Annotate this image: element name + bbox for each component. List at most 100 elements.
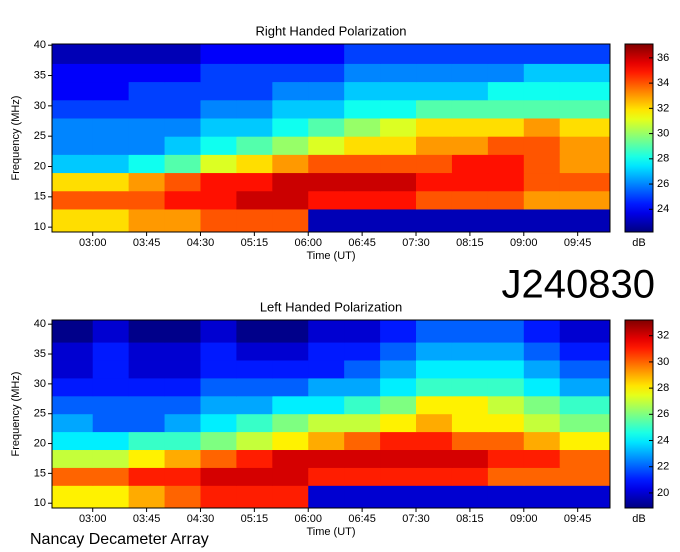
heatmap-cell xyxy=(380,136,417,155)
heatmap-cell xyxy=(52,81,94,101)
heatmap-cell xyxy=(380,172,417,192)
y-tick-label: 15 xyxy=(34,467,46,479)
heatmap-cell xyxy=(380,359,417,379)
heatmap-cell xyxy=(416,467,453,486)
heatmap-cell xyxy=(200,449,237,468)
heatmap-cell xyxy=(380,413,417,433)
heatmap-cell xyxy=(200,342,237,361)
y-tick-label: 25 xyxy=(34,130,46,142)
heatmap-cell xyxy=(559,377,611,397)
heatmap-cell xyxy=(344,172,381,192)
heatmap-cell xyxy=(128,342,166,361)
heatmap-cell xyxy=(523,136,561,155)
x-tick-label: 03:00 xyxy=(79,513,107,525)
x-tick-label: 04:30 xyxy=(187,513,215,525)
heatmap-cell xyxy=(487,117,525,137)
heatmap-cell xyxy=(92,117,130,137)
heatmap-cell xyxy=(92,172,130,192)
heatmap-cell xyxy=(523,449,561,468)
heatmap-cell xyxy=(164,377,201,397)
heatmap-cell xyxy=(236,208,273,233)
heatmap-cell xyxy=(92,190,130,210)
heatmap-cell xyxy=(523,467,561,486)
heatmap-cell xyxy=(451,99,489,119)
heatmap-cell xyxy=(272,81,309,101)
heatmap-cell xyxy=(487,395,525,415)
y-tick-label: 30 xyxy=(34,378,46,390)
heatmap-cell xyxy=(308,63,345,83)
heatmap-cell xyxy=(164,449,201,468)
heatmap-cell xyxy=(200,99,237,119)
heatmap-cell xyxy=(164,44,201,64)
heatmap-cell xyxy=(308,359,345,379)
heatmap-cell xyxy=(487,81,525,101)
heatmap-cell xyxy=(487,467,525,486)
heatmap-cell xyxy=(487,136,525,155)
heatmap-cell xyxy=(52,136,94,155)
heatmap-cell xyxy=(559,467,611,486)
heatmap-cell xyxy=(416,485,453,509)
heatmap-cell xyxy=(451,449,489,468)
heatmap-cell xyxy=(92,359,130,379)
heatmap-cell xyxy=(272,342,309,361)
heatmap-cell xyxy=(451,63,489,83)
heatmap-cell xyxy=(451,44,489,64)
x-tick-label: 08:15 xyxy=(456,513,484,525)
heatmap-cell xyxy=(451,467,489,486)
heatmap-cell xyxy=(451,320,489,343)
heatmap-cell xyxy=(128,81,166,101)
heatmap-cell xyxy=(236,99,273,119)
heatmap-cell xyxy=(523,342,561,361)
y-tick-label: 10 xyxy=(34,497,46,509)
heatmap-cell xyxy=(164,136,201,155)
heatmap-cell xyxy=(164,395,201,415)
y-tick-label: 20 xyxy=(34,160,46,172)
colorbar-tick-label: 24 xyxy=(657,203,669,215)
heatmap-cell xyxy=(416,413,453,433)
heatmap-cell xyxy=(344,81,381,101)
colorbar-tick-label: 28 xyxy=(657,153,669,165)
heatmap-cell xyxy=(523,172,561,192)
y-axis-label: Frequency (MHz) xyxy=(10,372,22,457)
heatmap-cell xyxy=(92,81,130,101)
heatmap-cell xyxy=(344,359,381,379)
heatmap-cell xyxy=(487,320,525,343)
x-tick-label: 06:45 xyxy=(348,513,376,525)
heatmap-cell xyxy=(344,154,381,174)
heatmap-cell xyxy=(164,208,201,233)
heatmap-cell xyxy=(200,63,237,83)
heatmap-cell xyxy=(52,117,94,137)
heatmap-cell xyxy=(164,467,201,486)
heatmap-cell xyxy=(272,359,309,379)
heatmap-cell xyxy=(128,449,166,468)
chart-title: Left Handed Polarization xyxy=(260,299,402,314)
heatmap-cell xyxy=(164,81,201,101)
x-tick-label: 05:15 xyxy=(241,237,269,249)
heatmap-cell xyxy=(380,99,417,119)
heatmap-cell xyxy=(451,431,489,451)
heatmap-cell xyxy=(559,413,611,433)
colorbar-tick-label: 22 xyxy=(657,461,669,473)
heatmap-cell xyxy=(559,208,611,233)
heatmap-cell xyxy=(416,44,453,64)
heatmap-cell xyxy=(128,320,166,343)
heatmap-cell xyxy=(272,117,309,137)
heatmap-cell xyxy=(128,413,166,433)
heatmap-cell xyxy=(380,320,417,343)
heatmap-cell xyxy=(344,342,381,361)
heatmap-cell xyxy=(344,377,381,397)
x-tick-label: 03:00 xyxy=(79,237,107,249)
heatmap-cell xyxy=(164,320,201,343)
heatmap-cell xyxy=(92,99,130,119)
colorbar-tick-label: 32 xyxy=(657,102,669,114)
heatmap-cell xyxy=(451,377,489,397)
heatmap-cell xyxy=(487,377,525,397)
heatmap-cell xyxy=(559,154,611,174)
y-tick-label: 30 xyxy=(34,100,46,112)
heatmap-cell xyxy=(344,136,381,155)
heatmap-cell xyxy=(344,431,381,451)
heatmap-cell xyxy=(52,154,94,174)
heatmap-cell xyxy=(236,172,273,192)
heatmap-cell xyxy=(487,342,525,361)
y-tick-label: 15 xyxy=(34,191,46,203)
